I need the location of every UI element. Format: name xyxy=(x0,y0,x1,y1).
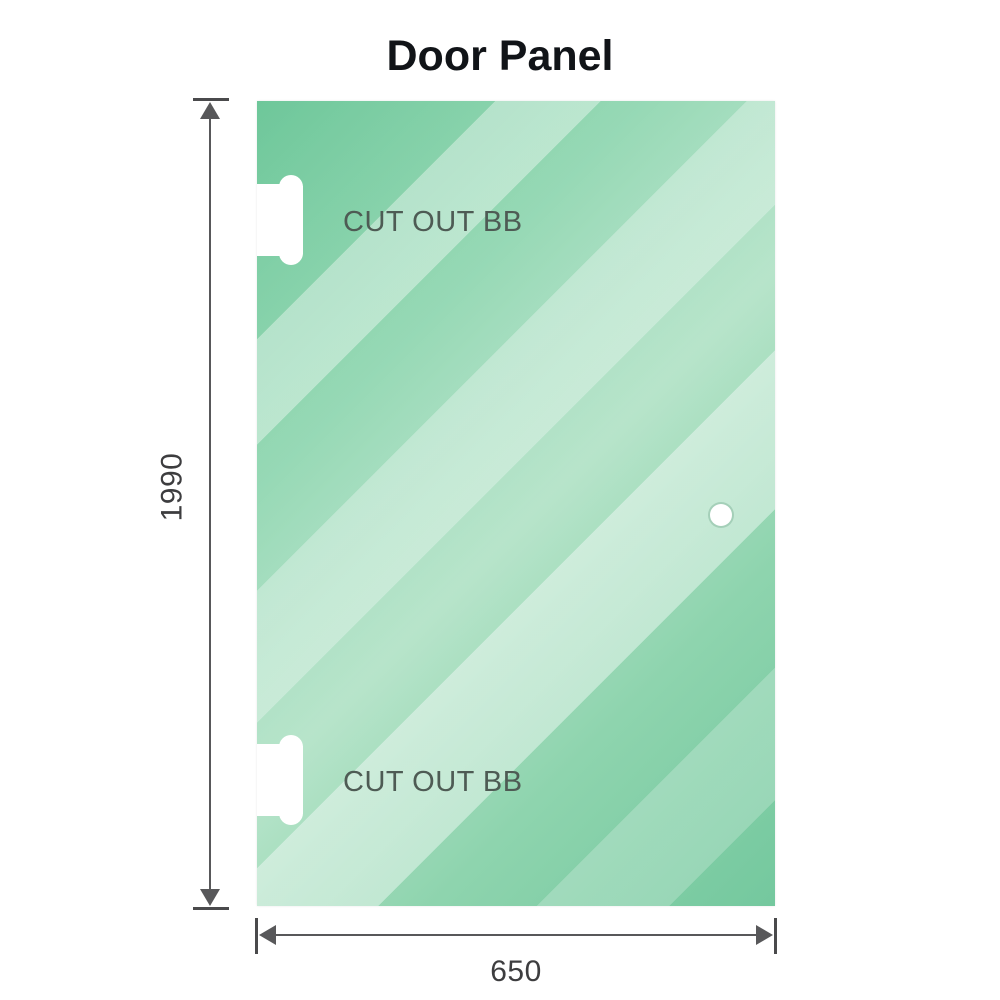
dimension-width xyxy=(255,918,777,954)
dimension-height-extension-top xyxy=(193,98,229,101)
dimension-height-extension-bottom xyxy=(193,907,229,910)
dimension-height-line xyxy=(209,110,211,898)
cutout-upper-label: CUT OUT BB xyxy=(343,206,523,238)
page-title: Door Panel xyxy=(386,32,614,80)
glass-panel-surface: CUT OUT BB CUT OUT BB xyxy=(257,101,775,906)
dimension-width-extension-right xyxy=(774,918,777,954)
dimension-width-label: 650 xyxy=(490,955,542,988)
arrow-right-icon xyxy=(756,925,773,945)
dimension-height-label: 1990 xyxy=(155,452,189,522)
dimension-width-line xyxy=(267,934,765,936)
dimension-height xyxy=(193,98,229,910)
cutout-lower xyxy=(257,735,303,825)
door-panel: CUT OUT BB CUT OUT BB xyxy=(257,101,775,906)
arrow-down-icon xyxy=(200,889,220,906)
cutout-lower-lobe-bottom xyxy=(279,801,303,825)
cutout-upper-lobe-top xyxy=(279,175,303,199)
cutout-lower-label: CUT OUT BB xyxy=(343,766,523,798)
handle-hole-icon xyxy=(710,504,732,526)
cutout-upper-lobe-bottom xyxy=(279,241,303,265)
cutout-lower-lobe-top xyxy=(279,735,303,759)
dimension-width-extension-left xyxy=(255,918,258,954)
cutout-upper xyxy=(257,175,303,265)
